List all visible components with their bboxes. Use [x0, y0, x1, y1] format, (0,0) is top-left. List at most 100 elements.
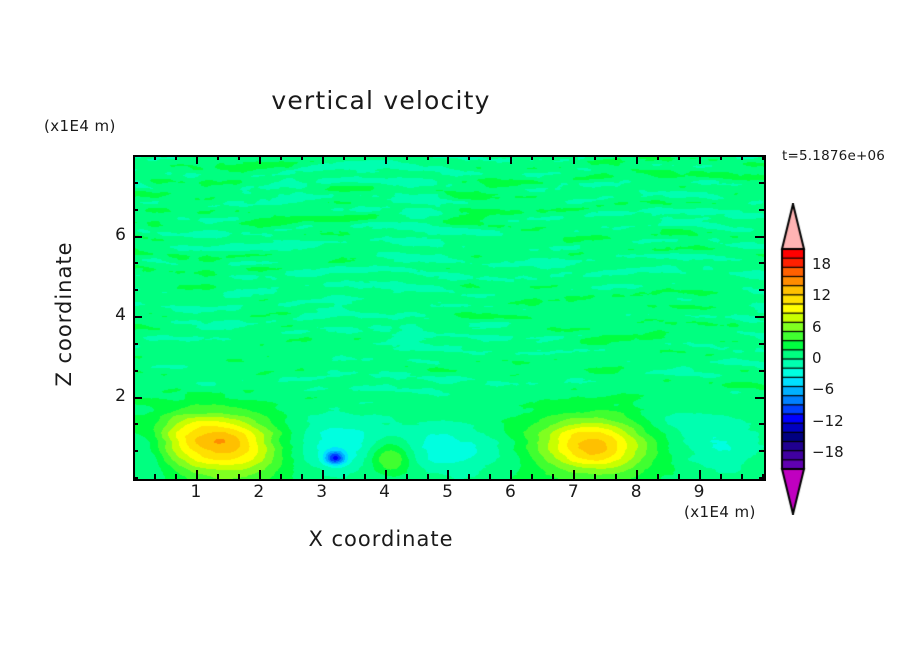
y-tick-left [133, 397, 142, 399]
colorbar-tick-label: 6 [812, 317, 822, 336]
x-tick-top [301, 155, 303, 160]
y-tick-left [133, 370, 138, 372]
x-tick-top [322, 155, 324, 164]
x-tick-label: 1 [190, 482, 202, 502]
colorbar-tick-label: −6 [812, 380, 835, 399]
x-tick-top [531, 155, 533, 160]
y-tick-right [759, 343, 764, 345]
x-tick-label: 7 [567, 482, 579, 502]
x-tick-top [259, 155, 261, 164]
y-tick-right [759, 182, 764, 184]
x-tick-top [762, 155, 764, 160]
y-tick-right [759, 477, 764, 479]
x-tick-top [385, 155, 387, 164]
x-tick-bottom [259, 470, 261, 479]
y-tick-right [759, 155, 764, 157]
x-tick-bottom [447, 470, 449, 479]
x-tick-label: 8 [630, 482, 642, 502]
x-tick-bottom [322, 470, 324, 479]
colorbar-tick-label: −12 [812, 411, 844, 430]
x-tick-bottom [364, 474, 366, 479]
y-tick-label: 2 [115, 385, 126, 406]
x-tick-bottom [657, 474, 659, 479]
y-tick-left [133, 477, 138, 479]
x-tick-top [615, 155, 617, 160]
x-tick-bottom [468, 474, 470, 479]
x-tick-top [217, 155, 219, 160]
x-tick-bottom [154, 474, 156, 479]
x-tick-top [447, 155, 449, 164]
colorbar [778, 203, 808, 515]
x-tick-top [594, 155, 596, 160]
colorbar-tick-label: −18 [812, 443, 844, 462]
y-tick-label: 6 [115, 224, 126, 245]
x-tick-bottom [175, 474, 177, 479]
y-tick-right [755, 397, 764, 399]
y-tick-right [759, 450, 764, 452]
x-axis-title: X coordinate [308, 527, 454, 551]
y-tick-label: 4 [115, 305, 126, 325]
x-tick-label: 6 [504, 482, 516, 502]
x-tick-top [427, 155, 429, 160]
y-tick-left [133, 209, 138, 211]
x-tick-bottom [720, 474, 722, 479]
x-tick-label: 2 [253, 482, 265, 502]
x-tick-bottom [678, 474, 680, 479]
x-tick-top [364, 155, 366, 160]
x-tick-bottom [427, 474, 429, 479]
x-tick-bottom [301, 474, 303, 479]
y-tick-right [759, 289, 764, 291]
x-tick-top [657, 155, 659, 160]
x-tick-bottom [196, 470, 198, 479]
x-tick-label: 3 [316, 482, 328, 502]
x-tick-bottom [762, 474, 764, 479]
x-tick-bottom [636, 470, 638, 479]
timestamp-annotation: t=5.1876e+06 [782, 148, 886, 164]
x-tick-bottom [238, 474, 240, 479]
y-tick-left [133, 343, 138, 345]
x-tick-top [489, 155, 491, 160]
x-tick-bottom [594, 474, 596, 479]
x-tick-top [636, 155, 638, 164]
x-tick-bottom [343, 474, 345, 479]
contour-plot-area [133, 155, 766, 481]
x-tick-bottom [406, 474, 408, 479]
y-axis-unit-label: (x1E4 m) [44, 117, 116, 135]
colorbar-tick-label: 18 [812, 254, 832, 273]
x-tick-top [343, 155, 345, 160]
x-tick-top [133, 155, 135, 160]
y-tick-right [759, 370, 764, 372]
x-tick-top [196, 155, 198, 164]
x-tick-bottom [489, 474, 491, 479]
y-tick-right [755, 316, 764, 318]
x-tick-bottom [385, 470, 387, 479]
x-tick-top [175, 155, 177, 160]
y-tick-right [759, 262, 764, 264]
x-tick-top [238, 155, 240, 160]
x-tick-bottom [531, 474, 533, 479]
x-tick-bottom [615, 474, 617, 479]
x-tick-label: 4 [379, 482, 390, 502]
x-tick-top [741, 155, 743, 160]
x-tick-top [720, 155, 722, 160]
x-tick-top [406, 155, 408, 160]
y-tick-left [133, 289, 138, 291]
y-tick-left [133, 182, 138, 184]
x-tick-top [154, 155, 156, 160]
x-tick-top [573, 155, 575, 164]
x-tick-bottom [217, 474, 219, 479]
x-tick-bottom [573, 470, 575, 479]
y-tick-left [133, 262, 138, 264]
x-tick-bottom [741, 474, 743, 479]
colorbar-tick-label: 0 [812, 349, 822, 367]
y-tick-left [133, 155, 138, 157]
y-tick-right [755, 236, 764, 238]
y-tick-left [133, 423, 138, 425]
x-tick-label: 5 [442, 482, 453, 502]
x-tick-bottom [510, 470, 512, 479]
x-tick-bottom [699, 470, 701, 479]
x-tick-top [552, 155, 554, 160]
colorbar-tick-label: 12 [812, 286, 832, 305]
y-tick-right [759, 209, 764, 211]
